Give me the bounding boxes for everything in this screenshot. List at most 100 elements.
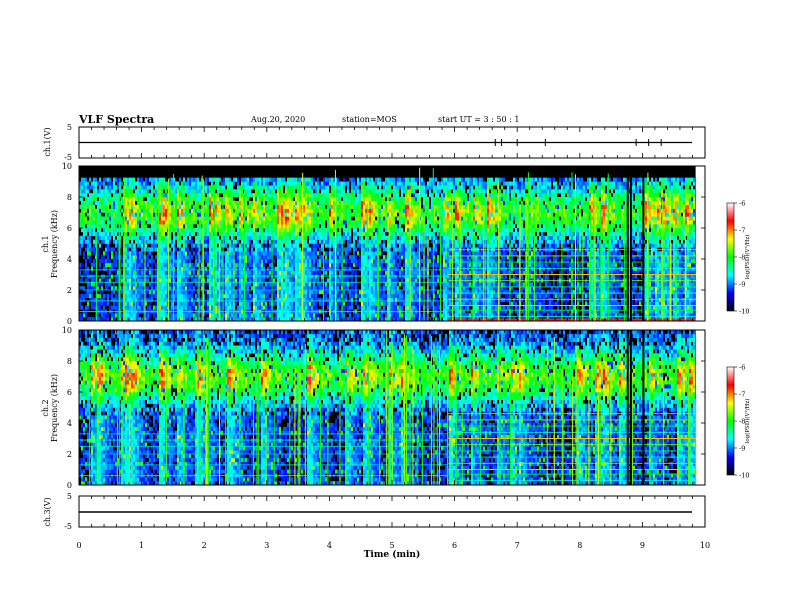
spec-cell — [333, 270, 335, 275]
ch1-spikes — [494, 139, 662, 146]
spec-cell — [79, 266, 81, 271]
spec-cell — [167, 251, 169, 256]
spec-cell — [357, 200, 359, 206]
spec-cell — [279, 224, 281, 229]
spec-cell — [169, 231, 171, 237]
spec-cell — [207, 317, 209, 322]
spec-cell — [321, 181, 323, 186]
spec-cell — [371, 290, 373, 295]
spec-cell — [245, 317, 247, 322]
spec-cell — [101, 301, 103, 306]
spec-cell — [191, 243, 193, 248]
spec-cell — [289, 185, 291, 190]
spec-cell — [369, 278, 371, 283]
spec-cell — [223, 181, 225, 186]
spec-cell — [253, 216, 255, 221]
spec-cell — [361, 193, 363, 198]
spec-cell — [223, 297, 225, 302]
spec-cell — [327, 185, 329, 190]
spec-cell — [183, 290, 185, 295]
spec-cell — [255, 286, 257, 291]
spec-cell — [169, 193, 171, 198]
spec-cell — [363, 251, 365, 256]
spec-cell — [359, 239, 361, 244]
spec-cell — [273, 204, 275, 209]
spec-cell — [139, 282, 141, 287]
spec-cell — [315, 197, 317, 202]
spec-cell — [89, 185, 91, 190]
spec-cell — [219, 301, 221, 306]
spec-cell — [217, 278, 219, 283]
spec-cell — [275, 247, 277, 252]
spec-cell — [333, 189, 335, 194]
spec-cell — [313, 301, 315, 306]
spec-cell — [261, 243, 263, 248]
spec-cell — [363, 317, 365, 322]
spec-cell — [209, 259, 211, 264]
spec-cell — [241, 286, 243, 291]
spec-cell — [219, 255, 221, 260]
spec-cell — [367, 270, 369, 275]
spec-cell — [303, 255, 305, 260]
spec-cell — [133, 317, 135, 322]
spec-cell — [253, 243, 255, 248]
spec-cell — [139, 297, 141, 302]
spec-cell — [337, 313, 339, 318]
spec-cell — [285, 197, 287, 202]
spec-cell — [167, 262, 169, 268]
spec-cell — [245, 255, 247, 260]
spec-cell — [337, 200, 339, 206]
spec-cell — [283, 204, 285, 209]
spec-cell — [255, 266, 257, 271]
spec-cell — [373, 255, 375, 260]
spec-cell — [309, 239, 311, 244]
spec-cell — [229, 274, 231, 279]
spec-cell — [325, 282, 327, 287]
spec-cell — [331, 208, 333, 213]
spec-cell — [241, 290, 243, 295]
spec-cell — [153, 239, 155, 244]
spec-cell — [339, 185, 341, 190]
spec-cell — [95, 216, 97, 221]
spec-cell — [83, 228, 85, 233]
spec-cell — [275, 212, 277, 217]
spec-cell — [305, 262, 307, 268]
spec-cell — [229, 282, 231, 287]
spec-cell — [181, 286, 183, 291]
spec-cell — [285, 317, 287, 322]
spec-cell — [255, 212, 257, 217]
spec-cell — [241, 278, 243, 283]
spec-cell — [367, 313, 369, 318]
spec-cell — [81, 297, 83, 302]
spec-cell — [375, 297, 377, 302]
spec-cell — [167, 216, 169, 221]
spec-cell — [223, 266, 225, 271]
spec-cell — [265, 251, 267, 256]
spec-cell — [143, 204, 145, 209]
spec-cell — [253, 266, 255, 271]
spec-cell — [187, 197, 189, 202]
spec-cell — [175, 185, 177, 190]
spec-cell — [267, 286, 269, 291]
spec-cell — [227, 293, 229, 299]
spec-cell — [175, 274, 177, 279]
spec-cell — [87, 189, 89, 194]
spec-cell — [333, 193, 335, 198]
spec-cell — [287, 278, 289, 283]
spec-cell — [181, 239, 183, 244]
spec-cell — [365, 290, 367, 295]
spec-cell — [87, 286, 89, 291]
spec-cell — [299, 251, 301, 256]
spec-cell — [197, 301, 199, 306]
spec-cell — [191, 239, 193, 244]
spec-cell — [231, 274, 233, 279]
spec-cell — [329, 212, 331, 217]
spec-cell — [227, 259, 229, 264]
spec-cell — [171, 282, 173, 287]
spec-cell — [281, 255, 283, 260]
spec-cell — [223, 301, 225, 306]
spec-cell — [335, 181, 337, 186]
spec-cell — [219, 290, 221, 295]
spec-cell — [337, 197, 339, 202]
spec-cell — [345, 235, 347, 240]
